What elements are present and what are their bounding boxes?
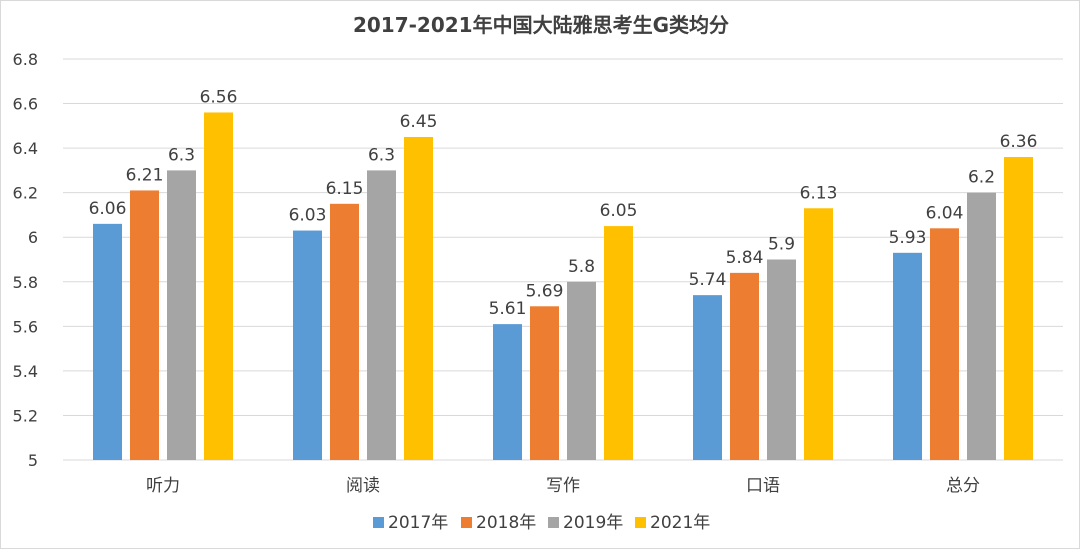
y-axis-ticks: 5 5.2 5.4 5.6 5.8 6 6.2 6.4 6.6 6.8 [13, 50, 38, 470]
y-tick-label: 6.8 [13, 50, 38, 69]
data-label: 6.03 [289, 206, 327, 226]
data-label: 6.3 [168, 145, 195, 165]
x-category-label: 总分 [946, 476, 980, 496]
y-tick-label: 5.2 [13, 406, 38, 425]
x-category-label: 听力 [146, 476, 180, 496]
data-label: 6.15 [326, 179, 364, 199]
data-label: 5.69 [526, 281, 564, 301]
legend-swatch [461, 517, 472, 528]
bar [330, 203, 359, 461]
bar [530, 306, 559, 460]
data-label: 6.05 [600, 201, 638, 221]
bar [404, 136, 433, 460]
x-category-label: 阅读 [346, 476, 380, 496]
y-tick-label: 5.4 [13, 362, 38, 381]
bar [567, 281, 596, 460]
bar [1004, 157, 1033, 460]
bar [604, 226, 633, 460]
bar [93, 223, 122, 460]
legend-label: 2018年 [476, 513, 536, 533]
bar [693, 295, 722, 460]
bar [967, 192, 996, 460]
data-label: 5.9 [768, 235, 795, 255]
y-tick-label: 6.2 [13, 184, 38, 203]
legend: 2017年 2018年 2019年 2021年 [373, 513, 710, 533]
data-label: 6.45 [400, 112, 438, 132]
legend-swatch [548, 517, 559, 528]
data-label: 6.2 [968, 168, 995, 188]
x-category-label: 写作 [546, 476, 580, 496]
legend-label: 2021年 [650, 513, 710, 533]
y-tick-label: 6.4 [13, 139, 38, 158]
data-label: 6.13 [800, 183, 838, 203]
bar [730, 272, 759, 460]
bar [204, 112, 233, 460]
bar [293, 230, 322, 460]
x-category-label: 口语 [746, 476, 780, 496]
y-tick-label: 5.6 [13, 317, 38, 336]
y-tick-label: 5.8 [13, 273, 38, 292]
bar [130, 190, 159, 460]
data-label: 6.3 [368, 145, 395, 165]
data-labels: 6.066.216.36.566.036.156.36.455.615.695.… [89, 87, 1038, 319]
y-tick-label: 6.6 [13, 95, 38, 114]
legend-swatch [373, 517, 384, 528]
y-tick-label: 6 [28, 228, 38, 247]
legend-label: 2019年 [563, 513, 623, 533]
data-label: 5.84 [726, 248, 764, 268]
data-label: 6.21 [126, 165, 164, 185]
data-label: 6.04 [926, 203, 964, 223]
bar [930, 228, 959, 460]
bar [767, 259, 796, 460]
bar [167, 170, 196, 460]
x-axis-categories: 听力 阅读 写作 口语 总分 [146, 476, 980, 496]
legend-label: 2017年 [388, 513, 448, 533]
data-label: 6.06 [89, 199, 127, 219]
data-label: 5.8 [568, 257, 595, 277]
chart-title: 2017-2021年中国大陆雅思考生G类均分 [353, 13, 729, 37]
bar [493, 324, 522, 460]
y-tick-label: 5 [28, 451, 38, 470]
bar [893, 252, 922, 460]
bar [804, 208, 833, 460]
data-label: 6.56 [200, 87, 238, 107]
data-label: 5.74 [689, 270, 727, 290]
data-label: 6.36 [1000, 132, 1038, 152]
data-label: 5.61 [489, 299, 527, 319]
legend-swatch [635, 517, 646, 528]
bars [93, 112, 1033, 461]
data-label: 5.93 [889, 228, 927, 248]
bar [367, 170, 396, 460]
